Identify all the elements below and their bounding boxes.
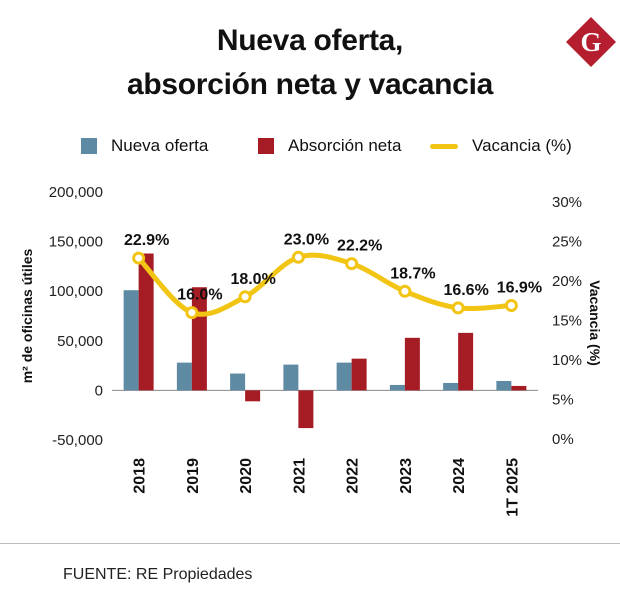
bar-nueva-oferta [283,364,299,391]
y-tick-label: 50,000 [57,333,103,350]
vacancy-data-label: 23.0% [284,231,329,248]
vacancy-data-label: 16.0% [177,287,222,304]
y2-tick-label: 20% [552,273,582,290]
logo-diamond [566,17,616,67]
x-tick-label: 2022 [345,458,362,494]
legend-label-nueva-oferta: Nueva oferta [111,136,209,155]
legend-swatch-vacancia [430,143,458,149]
y2-tick-label: 30% [552,194,582,211]
bar-nueva-oferta [336,362,352,391]
footer-divider [0,543,620,544]
y2-axis-title: Vacancia (%) [587,280,603,366]
bar-nueva-oferta [496,380,512,391]
logo-letter: G [580,27,601,57]
vacancy-point [504,298,518,312]
x-tick-label: 2021 [291,458,308,494]
brand-logo-icon: G [566,17,616,67]
y-tick-label: -50,000 [52,432,103,449]
legend-nueva-oferta: Nueva oferta [81,135,208,157]
bar-nueva-oferta [176,362,192,391]
vacancy-point [238,290,252,304]
y2-tick-label: 0% [552,431,574,448]
vacancy-point [185,306,199,320]
bar-absorcion-neta [138,253,154,391]
source-note: FUENTE: RE Propiedades [63,566,253,583]
y2-tick-label: 5% [552,392,574,409]
x-tick-label: 2019 [185,458,202,494]
vacancy-point [132,251,146,265]
vacancy-data-label: 22.9% [124,232,169,249]
vacancy-data-label: 16.9% [497,279,542,296]
bar-absorcion-neta [511,385,527,391]
y-axis-title: m² de oficinas útiles [19,248,35,383]
bar-absorcion-neta [351,358,367,391]
x-tick-label: 2018 [132,458,149,494]
legend-absorcion-neta: Absorción neta [258,135,401,157]
legend-vacancia: Vacancia (%) [430,135,572,157]
y-tick-label: 150,000 [49,234,103,251]
y-tick-label: 200,000 [49,184,103,201]
legend-swatch-nueva-oferta [81,138,97,154]
x-tick-label: 1T 2025 [504,458,521,517]
bar-absorcion-neta [458,332,474,391]
bar-absorcion-neta [245,390,261,402]
vacancy-data-label: 18.0% [230,271,275,288]
chart-title-line-2: absorción neta y vacancia [126,68,493,101]
vacancy-point [451,301,465,315]
vacancy-data-label: 16.6% [443,282,488,299]
vacancy-point [398,284,412,298]
bar-nueva-oferta [443,382,459,391]
chart-title-line-1: Nueva oferta, [216,24,404,57]
y-tick-label: 0 [95,382,103,399]
vacancy-data-label: 22.2% [337,238,382,255]
bar-nueva-oferta [123,290,139,391]
vacancy-point [345,257,359,271]
y-tick-label: 100,000 [49,283,103,300]
bar-nueva-oferta [230,373,246,391]
x-tick-label: 2024 [451,458,468,494]
vacancy-point [291,250,305,264]
chart-area: -50,000 0 50,000 100,000 150,000 200,000 0% 5% 1… [19,184,603,517]
bar-absorcion-neta [404,337,420,391]
legend-swatch-absorcion-neta [258,138,274,154]
y2-tick-label: 15% [552,313,582,330]
vacancy-data-label: 18.7% [390,265,435,282]
bar-nueva-oferta [389,384,405,391]
x-tick-label: 2023 [398,458,415,494]
legend-label-absorcion-neta: Absorción neta [288,136,402,155]
bar-absorcion-neta [298,390,314,429]
y2-tick-label: 25% [552,234,582,251]
x-tick-label: 2020 [238,458,255,494]
y2-tick-label: 10% [552,352,582,369]
legend-label-vacancia: Vacancia (%) [472,136,572,155]
